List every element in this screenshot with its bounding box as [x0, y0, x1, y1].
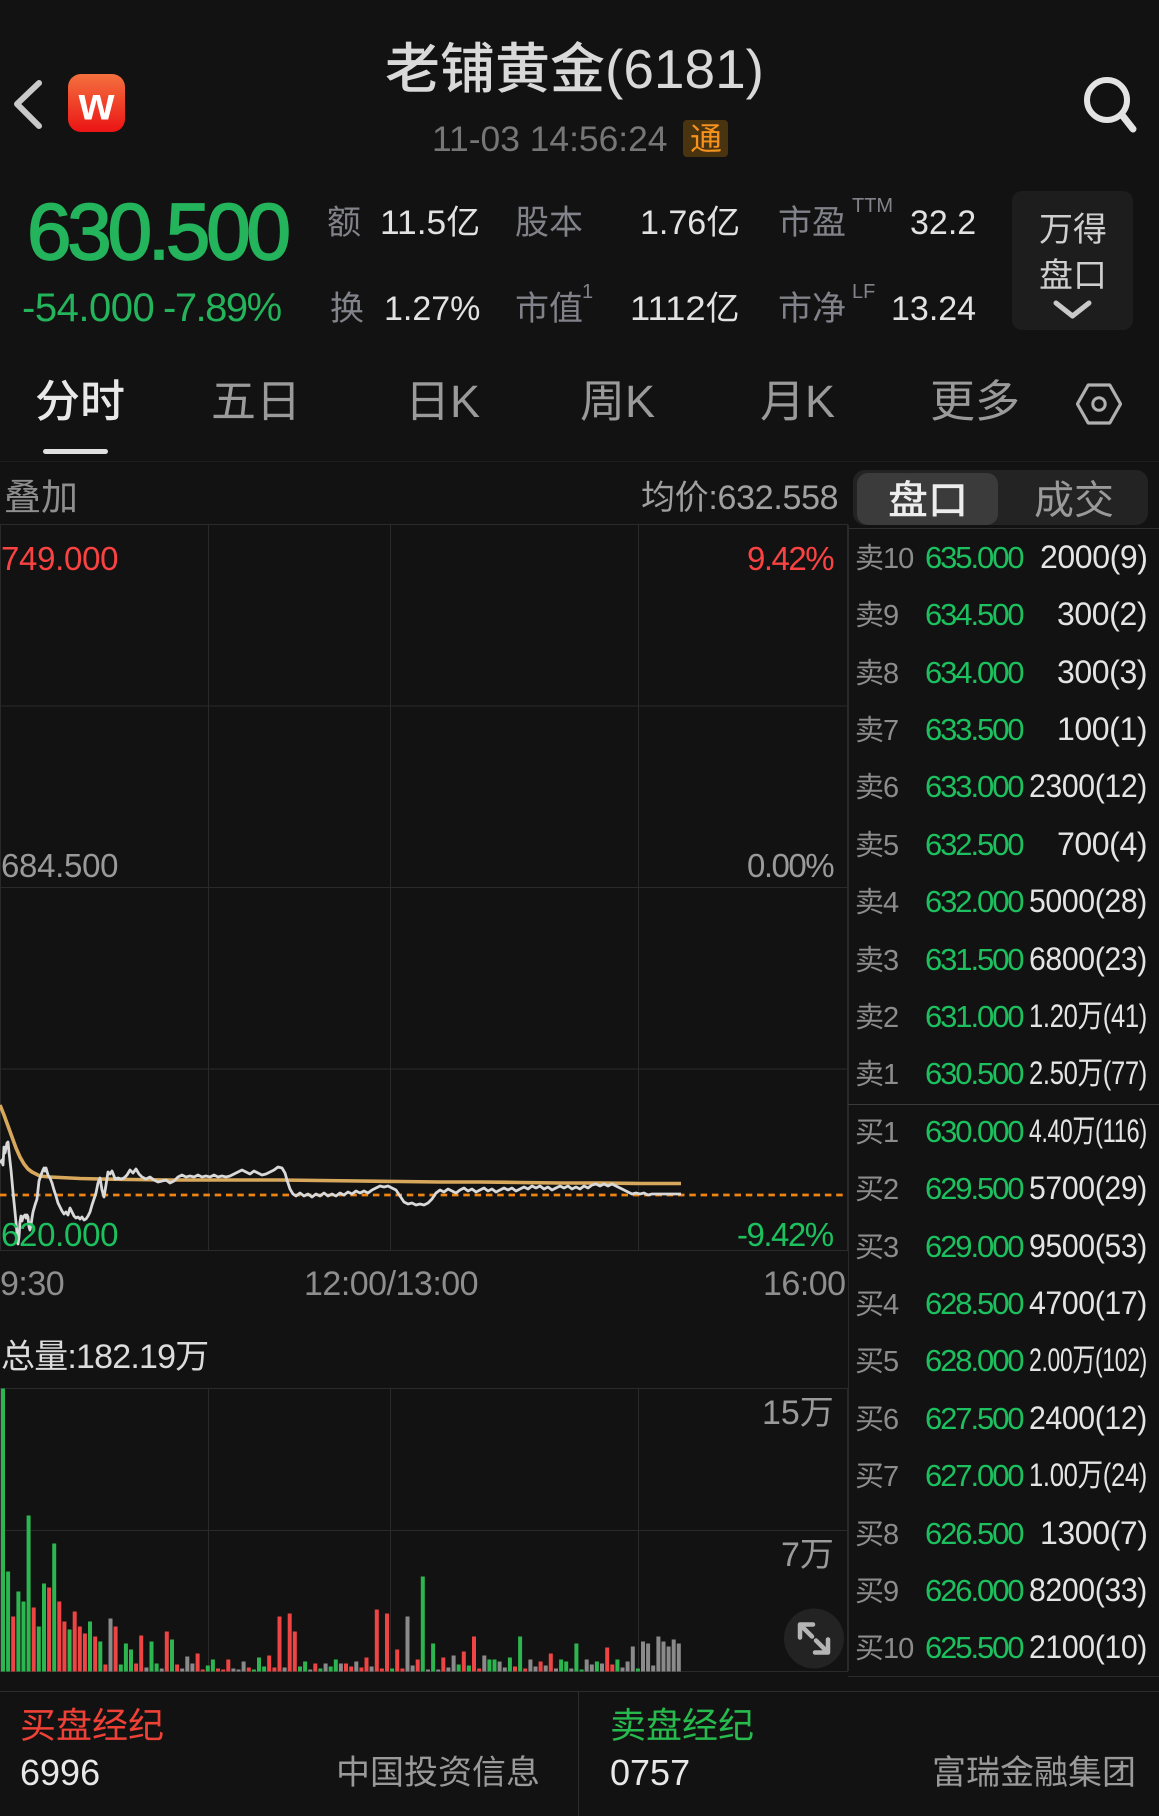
svg-text:-9.42%: -9.42%	[737, 1216, 834, 1253]
svg-text:1300(7): 1300(7)	[1040, 1515, 1148, 1551]
svg-text:9500(53): 9500(53)	[1029, 1228, 1147, 1264]
svg-text:625.500: 625.500	[925, 1630, 1024, 1665]
svg-text:2: 2	[883, 1002, 898, 1034]
svg-text:9.42%: 9.42%	[747, 540, 834, 577]
svg-text:2.00: 2.00	[1029, 1343, 1072, 1379]
svg-text:1.00: 1.00	[1029, 1458, 1078, 1493]
svg-text:2300(12): 2300(12)	[1029, 769, 1147, 805]
svg-text:6: 6	[883, 772, 898, 804]
svg-text:9: 9	[883, 600, 898, 632]
svg-text:1: 1	[582, 281, 593, 303]
svg-text:634.500: 634.500	[925, 597, 1024, 632]
svg-text:100(1): 100(1)	[1057, 711, 1147, 747]
svg-text:5: 5	[883, 1346, 898, 1378]
svg-text:13.24: 13.24	[891, 290, 976, 328]
svg-text::182.19: :182.19	[67, 1338, 175, 1376]
svg-text:626.000: 626.000	[925, 1573, 1024, 1608]
svg-text:5: 5	[883, 830, 898, 862]
svg-text:-7.89%: -7.89%	[163, 286, 282, 330]
svg-text:2.50: 2.50	[1029, 1057, 1078, 1092]
svg-text:11-03 14:56:24: 11-03 14:56:24	[432, 120, 668, 159]
svg-text:(6181): (6181)	[605, 38, 764, 100]
svg-text:12:00/13:00: 12:00/13:00	[304, 1265, 478, 1303]
svg-text:4: 4	[883, 887, 899, 919]
svg-text:4700(17): 4700(17)	[1029, 1285, 1147, 1321]
svg-text:2000(9): 2000(9)	[1040, 539, 1148, 575]
svg-text:10: 10	[883, 1633, 913, 1665]
svg-text:2100(10): 2100(10)	[1029, 1629, 1147, 1665]
svg-text:1.27%: 1.27%	[384, 290, 480, 328]
svg-text:6996: 6996	[20, 1752, 100, 1793]
svg-text:620.000: 620.000	[1, 1216, 118, 1253]
svg-text:15: 15	[762, 1394, 800, 1432]
svg-text:1112: 1112	[630, 290, 706, 328]
svg-text:10: 10	[883, 543, 913, 575]
svg-text:K: K	[450, 376, 480, 427]
svg-text:3: 3	[883, 945, 898, 977]
svg-text:627.000: 627.000	[925, 1458, 1024, 1493]
svg-text:0.00%: 0.00%	[747, 847, 834, 884]
svg-text:16:00: 16:00	[763, 1265, 846, 1303]
svg-text:6800(23): 6800(23)	[1029, 941, 1147, 977]
svg-text:9: 9	[883, 1576, 898, 1608]
svg-text:7: 7	[883, 1461, 898, 1493]
svg-text:632.000: 632.000	[925, 884, 1024, 919]
svg-text:(77): (77)	[1103, 1057, 1147, 1092]
svg-text:628.500: 628.500	[925, 1286, 1024, 1321]
svg-text:700(4): 700(4)	[1057, 826, 1147, 862]
svg-text:(24): (24)	[1103, 1458, 1147, 1493]
svg-text:634.000: 634.000	[925, 655, 1024, 690]
svg-text:K: K	[625, 376, 655, 427]
svg-text:4.40: 4.40	[1029, 1113, 1072, 1149]
svg-text:2400(12): 2400(12)	[1029, 1400, 1147, 1436]
svg-text:626.500: 626.500	[925, 1516, 1024, 1551]
svg-text:631.000: 631.000	[925, 999, 1024, 1034]
svg-text:4: 4	[883, 1289, 899, 1321]
svg-text:K: K	[805, 376, 835, 427]
svg-text:9:30: 9:30	[0, 1265, 64, 1303]
svg-text:0757: 0757	[610, 1752, 690, 1793]
svg-text:1: 1	[883, 1059, 898, 1091]
svg-text:8: 8	[883, 1519, 898, 1551]
svg-text:632.500: 632.500	[925, 827, 1024, 862]
svg-text:5000(28): 5000(28)	[1029, 883, 1147, 919]
svg-text:300(2): 300(2)	[1057, 596, 1147, 632]
svg-text:635.000: 635.000	[925, 540, 1024, 575]
svg-text:684.500: 684.500	[1, 847, 118, 884]
svg-text:1.20: 1.20	[1029, 999, 1078, 1034]
svg-text:630.500: 630.500	[925, 1056, 1024, 1091]
svg-text:300(3): 300(3)	[1057, 654, 1147, 690]
svg-text:1: 1	[883, 1117, 898, 1149]
svg-text:633.500: 633.500	[925, 712, 1024, 747]
svg-text:633.000: 633.000	[925, 769, 1024, 804]
svg-text:8200(33): 8200(33)	[1029, 1572, 1147, 1608]
svg-text:(41): (41)	[1103, 999, 1147, 1034]
svg-text::632.558: :632.558	[708, 479, 838, 517]
svg-text:7: 7	[781, 1536, 800, 1574]
svg-text:-54.000: -54.000	[22, 286, 154, 330]
svg-text:630.000: 630.000	[925, 1114, 1024, 1149]
svg-text:7: 7	[883, 715, 898, 747]
svg-text:630.500: 630.500	[27, 187, 289, 276]
svg-text:628.000: 628.000	[925, 1343, 1024, 1378]
svg-text:629.500: 629.500	[925, 1171, 1024, 1206]
svg-text:LF: LF	[852, 281, 875, 303]
svg-text:6: 6	[883, 1404, 898, 1436]
svg-text:627.500: 627.500	[925, 1401, 1024, 1436]
svg-text:5700(29): 5700(29)	[1029, 1171, 1147, 1207]
svg-text:631.500: 631.500	[925, 942, 1024, 977]
svg-text:11.5: 11.5	[380, 204, 446, 242]
svg-text:(116): (116)	[1095, 1113, 1147, 1149]
svg-text:1.76: 1.76	[640, 204, 706, 242]
svg-text:629.000: 629.000	[925, 1229, 1024, 1264]
svg-text:3: 3	[883, 1232, 898, 1264]
svg-text:32.2: 32.2	[910, 204, 976, 242]
svg-text:2: 2	[883, 1174, 898, 1206]
svg-text:(102): (102)	[1095, 1343, 1147, 1379]
svg-text:TTM: TTM	[852, 195, 893, 217]
svg-text:w: w	[78, 78, 115, 130]
svg-text:749.000: 749.000	[1, 540, 118, 577]
svg-text:8: 8	[883, 658, 898, 690]
